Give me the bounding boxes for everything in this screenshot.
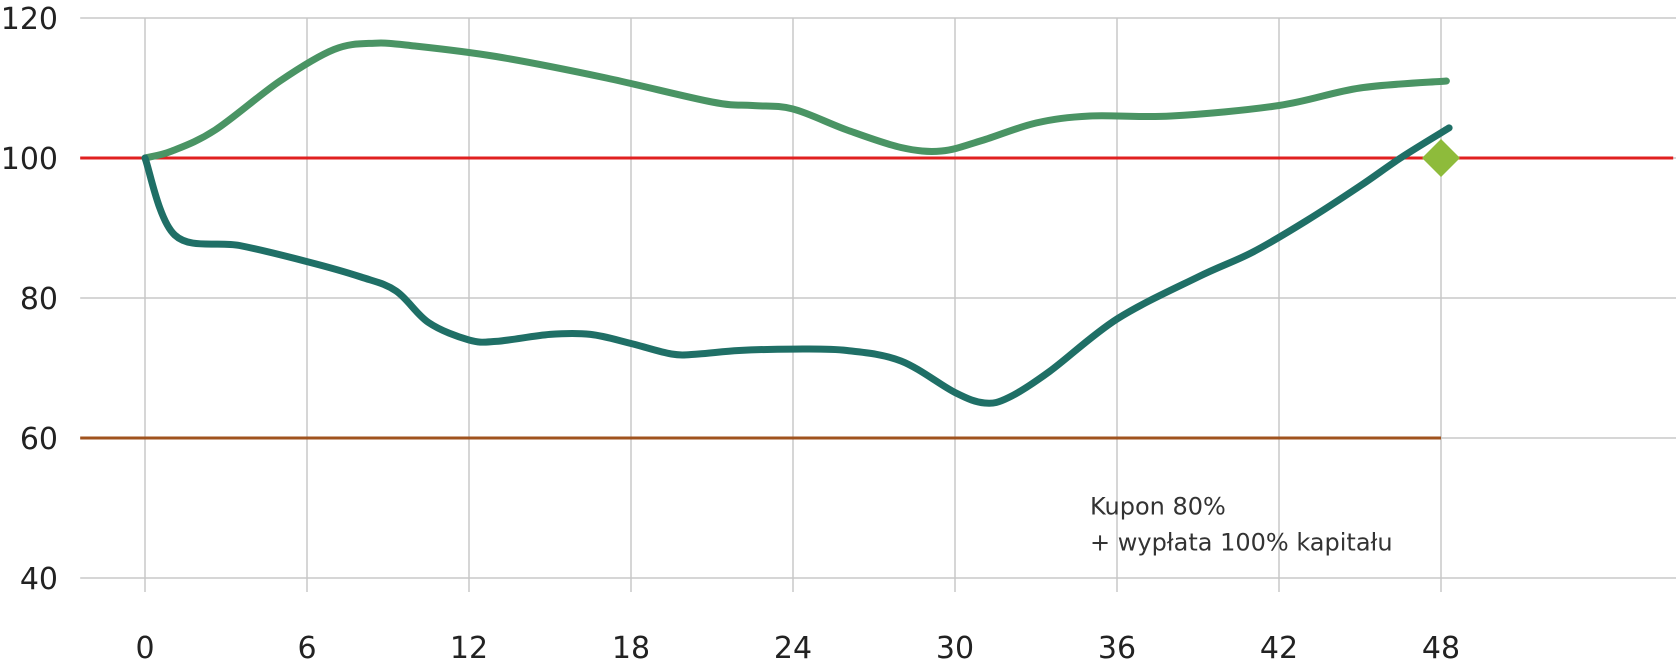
x-tick-label-48: 48 — [1422, 631, 1460, 659]
x-tick-label-18: 18 — [612, 631, 650, 659]
x-tick-label-42: 42 — [1260, 631, 1298, 659]
series-line-2 — [141, 124, 1453, 407]
x-tick-label-0: 0 — [135, 631, 154, 659]
y-tick-label-100: 100 — [1, 142, 58, 177]
x-tick-label-6: 6 — [297, 631, 316, 659]
tick-labels: 40 60 80 100 120 0 6 12 18 24 30 36 42 48 — [1, 2, 1460, 659]
series-line-1 — [141, 39, 1450, 162]
y-tick-label-40: 40 — [20, 562, 58, 597]
y-tick-label-120: 120 — [1, 2, 58, 37]
annotation-line-2: + wypłata 100% kapitału — [1090, 529, 1393, 557]
diamond-marker — [1422, 139, 1460, 177]
x-tick-label-36: 36 — [1098, 631, 1136, 659]
grid — [80, 17, 1676, 592]
annotation: Kupon 80% + wypłata 100% kapitału — [1090, 493, 1393, 557]
reference-lines — [80, 156, 1674, 440]
series-lines — [141, 39, 1453, 407]
y-tick-label-80: 80 — [20, 282, 58, 317]
annotation-line-1: Kupon 80% — [1090, 493, 1226, 521]
x-tick-label-24: 24 — [774, 631, 812, 659]
y-tick-label-60: 60 — [20, 422, 58, 457]
x-tick-label-30: 30 — [936, 631, 974, 659]
markers — [1422, 139, 1460, 177]
x-tick-label-12: 12 — [450, 631, 488, 659]
